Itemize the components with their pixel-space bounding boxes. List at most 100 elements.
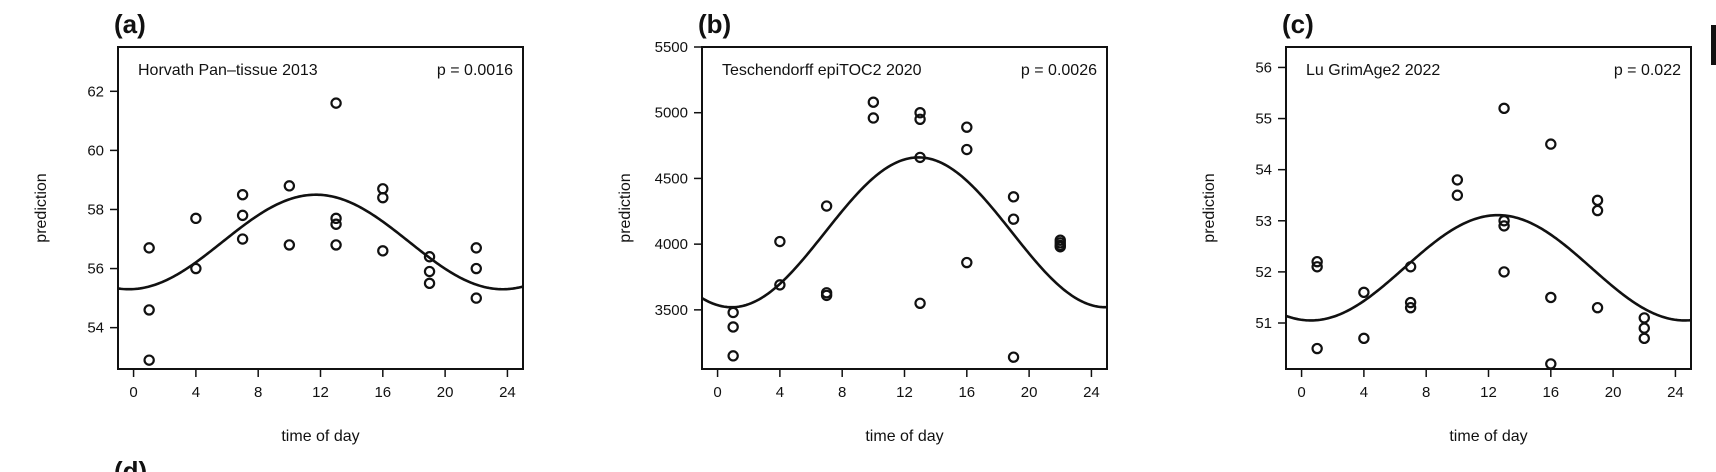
p-value: p = 0.022 [1614, 62, 1681, 79]
data-point [1498, 266, 1510, 278]
x-axis-title: time of day [281, 428, 359, 445]
y-tick-label: 56 [87, 261, 104, 278]
data-point [1311, 342, 1323, 355]
data-point [867, 112, 880, 124]
fit-curve [702, 156, 1107, 309]
data-point [1545, 138, 1557, 150]
data-point [1404, 296, 1417, 309]
x-tick-label: 8 [838, 384, 846, 401]
y-tick-label: 5500 [655, 39, 688, 56]
x-tick-label: 20 [437, 384, 454, 401]
x-tick-label: 8 [254, 384, 262, 401]
y-tick-label: 5000 [655, 105, 688, 122]
y-tick-label: 4000 [655, 236, 688, 253]
data-point [1498, 220, 1510, 232]
x-tick-label: 20 [1605, 384, 1622, 401]
y-axis-title: prediction [617, 173, 634, 242]
x-tick-label: 0 [129, 384, 137, 401]
data-point [1404, 261, 1417, 273]
data-point [1591, 204, 1604, 217]
data-point [1404, 301, 1417, 314]
data-point [470, 292, 482, 304]
data-point [1498, 215, 1510, 227]
x-axis-title: time of day [865, 428, 943, 445]
data-point [377, 191, 389, 204]
data-point [1007, 351, 1020, 363]
x-tick-label: 4 [776, 384, 784, 401]
panel-label: (a) [114, 9, 146, 39]
data-point [330, 239, 342, 251]
data-point [1545, 358, 1557, 370]
data-point [330, 97, 342, 109]
plot-frame [117, 46, 524, 370]
p-value: p = 0.0026 [1021, 62, 1097, 79]
data-point [190, 262, 202, 275]
y-tick-label: 52 [1255, 264, 1272, 281]
cropped-edge-mark [1711, 25, 1716, 65]
clock-title: Lu GrimAge2 2022 [1306, 62, 1440, 79]
data-point [423, 265, 436, 278]
data-point [961, 143, 973, 156]
data-point [1007, 191, 1020, 203]
x-tick-label: 8 [1422, 384, 1430, 401]
data-point [377, 245, 389, 257]
x-tick-label: 12 [896, 384, 913, 401]
x-tick-label: 12 [312, 384, 329, 401]
data-point [914, 113, 926, 125]
data-point [727, 306, 739, 319]
y-tick-label: 58 [87, 201, 104, 218]
x-axis-title: time of day [1449, 428, 1527, 445]
data-point [1054, 241, 1066, 253]
fit-curve [1286, 213, 1691, 322]
y-tick-label: 4500 [655, 170, 688, 187]
data-point [423, 277, 436, 290]
panel-label: (b) [698, 9, 731, 39]
data-point [914, 151, 926, 164]
data-point [961, 256, 973, 269]
y-tick-label: 3500 [655, 302, 688, 319]
clock-title: Horvath Pan–tissue 2013 [138, 62, 318, 79]
data-point [283, 239, 296, 251]
data-point [727, 321, 739, 333]
data-point [961, 121, 973, 133]
data-point [1451, 189, 1464, 201]
x-tick-label: 24 [1667, 384, 1684, 401]
y-tick-label: 54 [1255, 162, 1272, 179]
y-tick-label: 53 [1255, 213, 1272, 230]
data-point [190, 212, 202, 225]
data-point [727, 350, 739, 362]
data-point [143, 242, 155, 254]
data-point [330, 218, 342, 230]
y-tick-label: 54 [87, 320, 104, 337]
data-point [820, 200, 833, 212]
data-point [143, 304, 155, 316]
x-tick-label: 12 [1480, 384, 1497, 401]
panel-a: (a) 0 4 8 12 16 20 24 54 56 58 60 62 time of day predi… [33, 9, 524, 445]
p-value: p = 0.0016 [437, 62, 513, 79]
data-point [1591, 301, 1604, 314]
y-axis-title: prediction [33, 173, 50, 242]
data-point [423, 251, 436, 263]
data-point [1638, 312, 1650, 324]
x-tick-label: 20 [1021, 384, 1038, 401]
y-tick-label: 51 [1255, 315, 1272, 332]
data-point [1358, 286, 1370, 299]
bottom-row-partial: (d) [114, 25, 1716, 472]
data-point [1498, 102, 1510, 115]
y-axis-title: prediction [1201, 173, 1218, 242]
y-tick-label: 62 [87, 83, 104, 100]
panel-c: (c) 0 4 8 12 16 20 24 51 52 53 54 55 56 time of day pre… [1201, 9, 1692, 445]
clock-title: Teschendorff epiTOC2 2020 [722, 62, 922, 79]
x-tick-label: 0 [713, 384, 721, 401]
data-point [1451, 174, 1464, 186]
data-point [914, 107, 926, 119]
data-point [774, 235, 786, 248]
data-point [1591, 194, 1604, 207]
x-tick-label: 24 [499, 384, 516, 401]
data-point [867, 96, 880, 108]
x-tick-label: 16 [958, 384, 975, 401]
x-tick-label: 4 [1360, 384, 1368, 401]
x-tick-label: 0 [1297, 384, 1305, 401]
data-point [914, 297, 926, 309]
